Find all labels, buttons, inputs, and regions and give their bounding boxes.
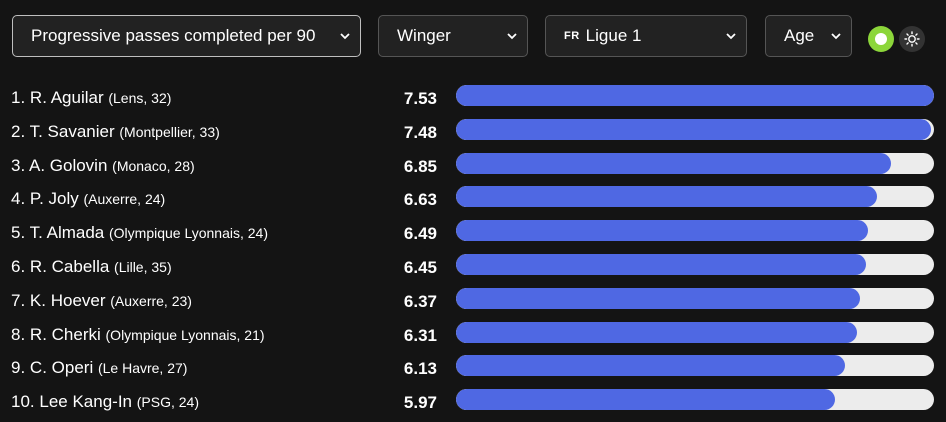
ranking-row: 9. C. Operi (Le Havre, 27) 6.13 [0, 352, 946, 386]
ranking-row: 2. T. Savanier (Montpellier, 33) 7.48 [0, 116, 946, 150]
value-bar-fill [456, 85, 934, 106]
player-label: 2. T. Savanier (Montpellier, 33) [11, 122, 220, 142]
player-club-age: (Auxerre, 23) [110, 293, 192, 309]
player-value: 6.45 [403, 258, 437, 277]
value-bar-fill [456, 389, 836, 410]
chevron-down-icon [831, 33, 841, 40]
player-label: 7. K. Hoever (Auxerre, 23) [11, 291, 192, 311]
league-select[interactable]: FR Ligue 1 [545, 15, 747, 57]
player-club-age: (Montpellier, 33) [119, 124, 220, 140]
player-club-age: (Olympique Lyonnais, 21) [105, 327, 265, 343]
player-label: 9. C. Operi (Le Havre, 27) [11, 358, 187, 378]
player-rank: 8. [11, 325, 26, 344]
value-bar-track [456, 85, 934, 106]
player-value: 6.63 [403, 190, 437, 209]
sort-select-value: Age [784, 26, 815, 45]
player-club-age: (PSG, 24) [136, 394, 199, 410]
filter-toolbar: Progressive passes completed per 90 Wing… [0, 0, 946, 76]
sun-icon [904, 31, 920, 47]
ranking-row: 6. R. Cabella (Lille, 35) 6.45 [0, 251, 946, 285]
value-bar-track [456, 153, 934, 174]
ranking-row: 3. A. Golovin (Monaco, 28) 6.85 [0, 150, 946, 184]
player-rank: 2. [11, 122, 26, 141]
dark-mode-toggle[interactable] [868, 26, 894, 52]
player-rank: 1. [11, 88, 26, 107]
league-select-value: Ligue 1 [585, 26, 642, 45]
ranking-row: 5. T. Almada (Olympique Lyonnais, 24) 6.4… [0, 217, 946, 251]
player-name: T. Almada [29, 223, 105, 242]
player-value: 6.85 [403, 157, 437, 176]
player-club-age: (Le Havre, 27) [97, 360, 188, 376]
player-rank: 10. [11, 392, 35, 411]
chevron-down-icon [726, 33, 736, 40]
player-rank: 4. [11, 189, 26, 208]
value-bar-fill [456, 288, 861, 309]
player-value: 6.49 [403, 224, 437, 243]
value-bar-fill [456, 355, 846, 376]
ranking-row: 1. R. Aguilar (Lens, 32) 7.53 [0, 82, 946, 116]
player-rank: 3. [11, 156, 26, 175]
player-value: 6.37 [403, 292, 437, 311]
player-name: C. Operi [29, 358, 94, 377]
player-name: Lee Kang-In [39, 392, 133, 411]
value-bar-track [456, 254, 934, 275]
position-select[interactable]: Winger [378, 15, 528, 57]
light-mode-toggle[interactable] [899, 26, 925, 52]
value-bar-fill [456, 119, 931, 140]
value-bar-track [456, 355, 934, 376]
player-name: T. Savanier [29, 122, 115, 141]
metric-select[interactable]: Progressive passes completed per 90 [12, 15, 361, 57]
player-club-age: (Lille, 35) [114, 259, 172, 275]
player-rank: 9. [11, 358, 26, 377]
player-label: 6. R. Cabella (Lille, 35) [11, 257, 172, 277]
ranking-row: 7. K. Hoever (Auxerre, 23) 6.37 [0, 285, 946, 319]
player-club-age: (Monaco, 28) [112, 158, 195, 174]
value-bar-track [456, 288, 934, 309]
player-club-age: (Auxerre, 24) [83, 191, 166, 207]
metric-select-value: Progressive passes completed per 90 [31, 26, 316, 45]
value-bar-fill [456, 220, 869, 241]
player-value: 5.97 [403, 393, 437, 412]
player-name: P. Joly [29, 189, 79, 208]
player-value: 7.53 [403, 89, 437, 108]
player-club-age: (Olympique Lyonnais, 24) [109, 225, 269, 241]
player-label: 3. A. Golovin (Monaco, 28) [11, 156, 195, 176]
sort-select[interactable]: Age [765, 15, 852, 57]
ranking-row: 8. R. Cherki (Olympique Lyonnais, 21) 6.3… [0, 319, 946, 353]
chevron-down-icon [507, 33, 517, 40]
player-rank: 7. [11, 291, 26, 310]
player-label: 4. P. Joly (Auxerre, 24) [11, 189, 165, 209]
player-label: 10. Lee Kang-In (PSG, 24) [11, 392, 199, 412]
player-rank: 5. [11, 223, 26, 242]
player-rank: 6. [11, 257, 26, 276]
league-flag: FR [564, 30, 580, 42]
player-name: R. Cherki [29, 325, 101, 344]
player-label: 5. T. Almada (Olympique Lyonnais, 24) [11, 223, 268, 243]
value-bar-fill [456, 153, 891, 174]
player-label: 8. R. Cherki (Olympique Lyonnais, 21) [11, 325, 265, 345]
player-label: 1. R. Aguilar (Lens, 32) [11, 88, 171, 108]
value-bar-track [456, 119, 934, 140]
chevron-down-icon [340, 33, 350, 40]
player-value: 6.31 [403, 326, 437, 345]
player-club-age: (Lens, 32) [108, 90, 172, 106]
player-value: 6.13 [403, 359, 437, 378]
value-bar-fill [456, 322, 857, 343]
player-name: R. Aguilar [29, 88, 104, 107]
player-name: A. Golovin [28, 156, 108, 175]
player-name: R. Cabella [29, 257, 110, 276]
value-bar-fill [456, 186, 877, 207]
position-select-value: Winger [397, 26, 451, 45]
player-value: 7.48 [403, 123, 437, 142]
ranking-row: 10. Lee Kang-In (PSG, 24) 5.97 [0, 386, 946, 420]
player-name: K. Hoever [29, 291, 106, 310]
value-bar-track [456, 322, 934, 343]
value-bar-track [456, 389, 934, 410]
value-bar-track [456, 186, 934, 207]
value-bar-fill [456, 254, 866, 275]
ranking-row: 4. P. Joly (Auxerre, 24) 6.63 [0, 183, 946, 217]
value-bar-track [456, 220, 934, 241]
